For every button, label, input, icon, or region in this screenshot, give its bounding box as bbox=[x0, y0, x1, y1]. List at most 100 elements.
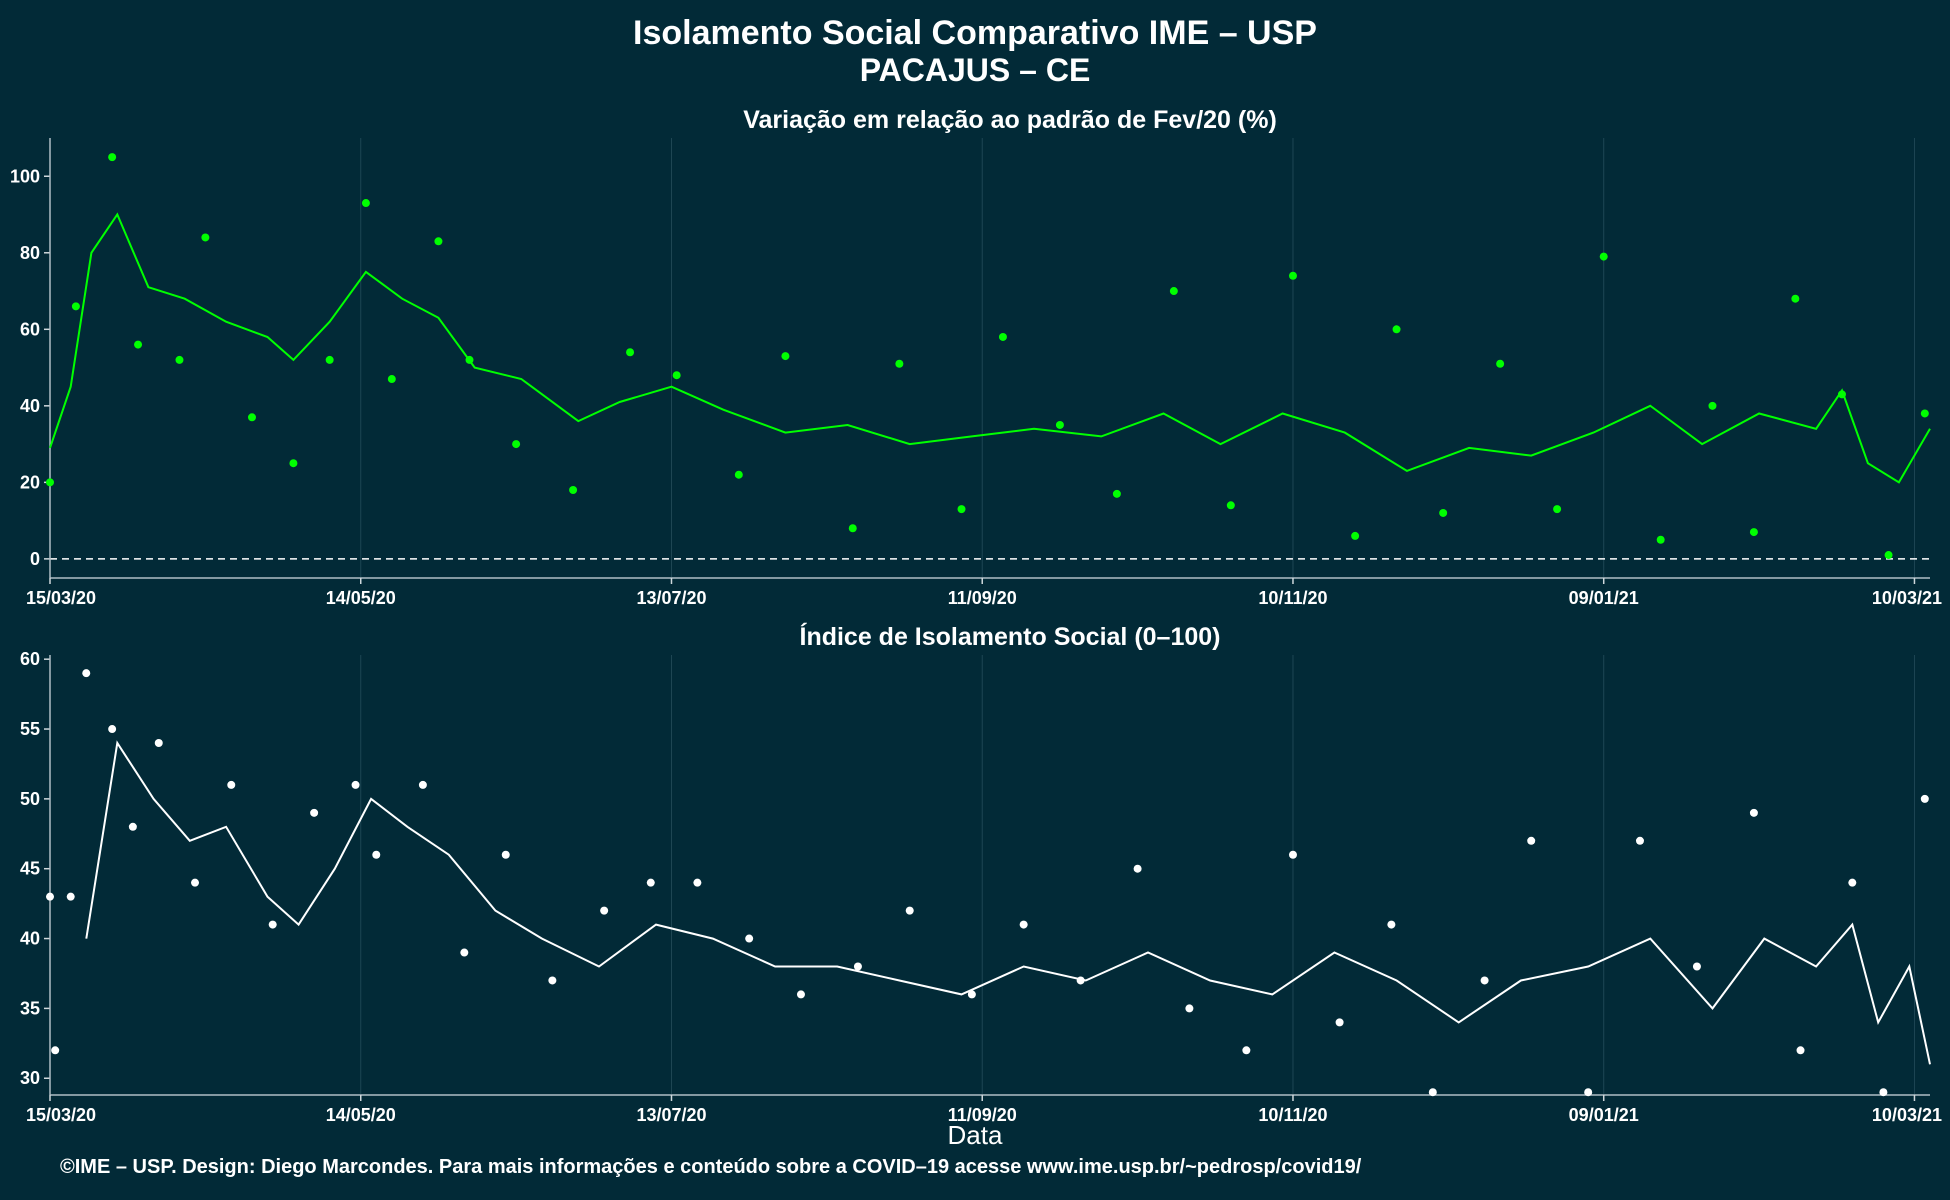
data-point bbox=[1527, 836, 1536, 845]
data-point bbox=[1692, 962, 1701, 971]
data-point bbox=[1169, 287, 1178, 296]
y-tick-label: 45 bbox=[20, 859, 40, 879]
data-point bbox=[82, 669, 91, 678]
y-tick-label: 80 bbox=[20, 243, 40, 263]
y-tick-label: 50 bbox=[20, 789, 40, 809]
data-point bbox=[1796, 1046, 1805, 1055]
data-point bbox=[1708, 401, 1717, 410]
x-tick-label: 14/05/20 bbox=[326, 588, 396, 608]
data-point bbox=[853, 962, 862, 971]
data-point bbox=[1791, 294, 1800, 303]
data-point bbox=[51, 1046, 60, 1055]
y-tick-label: 20 bbox=[20, 472, 40, 492]
x-tick-label: 10/03/21 bbox=[1872, 588, 1942, 608]
data-point bbox=[1749, 528, 1758, 537]
y-tick-label: 60 bbox=[20, 649, 40, 669]
x-tick-label: 11/09/20 bbox=[948, 1105, 1017, 1125]
data-point bbox=[548, 976, 557, 985]
data-point bbox=[46, 892, 54, 901]
x-tick-label: 15/03/20 bbox=[26, 1105, 96, 1125]
x-tick-label: 09/01/21 bbox=[1569, 588, 1639, 608]
x-axis-label: Data bbox=[947, 1120, 1003, 1150]
data-point bbox=[781, 352, 790, 361]
data-point bbox=[967, 990, 976, 999]
data-point bbox=[1884, 551, 1893, 560]
data-point bbox=[154, 739, 163, 747]
y-tick-label: 100 bbox=[10, 166, 40, 186]
data-point bbox=[1496, 359, 1505, 368]
data-point bbox=[418, 780, 427, 789]
data-point bbox=[672, 371, 681, 380]
data-point bbox=[108, 725, 117, 734]
data-point bbox=[1428, 1088, 1437, 1097]
data-point bbox=[1879, 1088, 1888, 1097]
x-tick-label: 09/01/21 bbox=[1569, 1105, 1639, 1125]
x-tick-label: 14/05/20 bbox=[326, 1105, 396, 1125]
chart-subtitle: PACAJUS – CE bbox=[859, 52, 1091, 88]
data-point bbox=[351, 780, 360, 789]
data-point bbox=[1553, 505, 1562, 514]
data-point bbox=[1133, 864, 1142, 873]
x-tick-label: 13/07/20 bbox=[636, 1105, 706, 1125]
data-point bbox=[1584, 1088, 1593, 1097]
data-point bbox=[387, 375, 396, 384]
data-point bbox=[201, 233, 210, 242]
y-tick-label: 35 bbox=[20, 998, 40, 1018]
data-point bbox=[1920, 794, 1929, 803]
x-tick-label: 11/09/20 bbox=[948, 588, 1017, 608]
data-point bbox=[1749, 808, 1758, 817]
data-point bbox=[128, 822, 137, 831]
data-point bbox=[1055, 420, 1064, 429]
moving-average-line bbox=[85, 740, 1931, 1065]
data-point bbox=[957, 505, 966, 514]
data-point bbox=[191, 878, 200, 887]
data-point bbox=[1288, 271, 1297, 280]
data-point bbox=[1920, 409, 1929, 418]
data-point bbox=[905, 906, 914, 915]
data-point bbox=[1656, 535, 1665, 544]
data-point bbox=[108, 153, 117, 162]
data-point bbox=[501, 850, 510, 859]
data-point bbox=[1387, 920, 1396, 929]
data-point bbox=[848, 524, 857, 533]
x-tick-label: 10/11/20 bbox=[1258, 1105, 1327, 1125]
y-tick-label: 55 bbox=[20, 719, 40, 739]
data-point bbox=[1226, 501, 1235, 510]
data-point bbox=[1480, 976, 1489, 985]
data-point bbox=[626, 348, 635, 357]
data-point bbox=[600, 906, 609, 915]
y-tick-label: 40 bbox=[20, 396, 40, 416]
data-point bbox=[1112, 489, 1121, 498]
x-tick-label: 10/03/21 bbox=[1872, 1105, 1942, 1125]
data-point bbox=[512, 440, 521, 449]
data-point bbox=[175, 355, 184, 364]
data-point bbox=[1351, 531, 1360, 540]
data-point bbox=[895, 359, 904, 368]
panel-title: Índice de Isolamento Social (0–100) bbox=[800, 622, 1221, 651]
data-point bbox=[372, 850, 381, 859]
moving-average-line bbox=[49, 212, 1931, 484]
data-point bbox=[1439, 508, 1448, 517]
data-point bbox=[646, 878, 655, 887]
panel-title: Variação em relação ao padrão de Fev/20 … bbox=[743, 106, 1277, 134]
y-tick-label: 60 bbox=[20, 319, 40, 339]
data-point bbox=[289, 459, 298, 468]
data-point bbox=[1019, 920, 1028, 929]
x-tick-label: 13/07/20 bbox=[636, 588, 706, 608]
data-point bbox=[268, 920, 277, 929]
x-tick-label: 10/11/20 bbox=[1258, 588, 1327, 608]
data-point bbox=[1848, 878, 1857, 887]
data-point bbox=[1185, 1004, 1194, 1013]
data-point bbox=[46, 478, 54, 487]
data-point bbox=[1392, 325, 1401, 334]
data-point bbox=[1288, 850, 1297, 859]
data-point bbox=[1635, 836, 1644, 845]
data-point bbox=[66, 892, 75, 901]
data-point bbox=[310, 808, 319, 817]
y-tick-label: 0 bbox=[30, 549, 40, 569]
data-point bbox=[569, 486, 578, 494]
data-point bbox=[1599, 252, 1608, 261]
footer-credits: ©IME – USP. Design: Diego Marcondes. Par… bbox=[60, 1156, 1362, 1178]
data-point bbox=[998, 332, 1007, 341]
